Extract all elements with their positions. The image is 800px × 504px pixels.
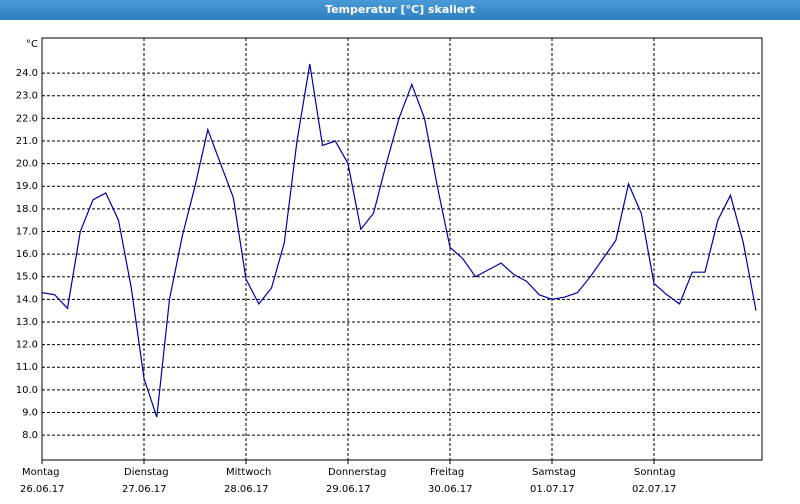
x-tick-label: Donnerstag: [328, 467, 386, 478]
y-tick-label: 19.0: [16, 181, 38, 192]
y-tick-label: 12.0: [16, 340, 38, 351]
x-tick-label: Mittwoch: [226, 467, 271, 478]
y-tick-label: 22.0: [16, 113, 38, 124]
y-tick-label: 13.0: [16, 317, 38, 328]
x-tick-date: 26.06.17: [20, 484, 65, 495]
y-tick-label: 20.0: [16, 159, 38, 170]
y-tick-label: 11.0: [16, 362, 38, 373]
y-tick-label: 16.0: [16, 249, 38, 260]
y-tick-label: 24.0: [16, 68, 38, 79]
x-tick-label: Freitag: [430, 467, 464, 478]
y-tick-label: 14.0: [16, 294, 38, 305]
plot-frame: [41, 37, 763, 461]
background: [0, 20, 800, 500]
x-tick-date: 01.07.17: [530, 484, 575, 495]
x-tick-date: 30.06.17: [428, 484, 473, 495]
x-tick-date: 29.06.17: [326, 484, 371, 495]
y-tick-label: 23.0: [16, 91, 38, 102]
x-tick-date: 27.06.17: [122, 484, 167, 495]
y-tick-label: 9.0: [22, 407, 38, 418]
y-tick-label: 15.0: [16, 272, 38, 283]
x-tick-date: 02.07.17: [632, 484, 677, 495]
y-tick-label: 10.0: [16, 385, 38, 396]
y-axis-label: °C: [26, 39, 38, 50]
y-tick-label: 21.0: [16, 136, 38, 147]
x-tick-label: Samstag: [532, 467, 576, 478]
x-tick-date: 28.06.17: [224, 484, 269, 495]
x-tick-label: Sonntag: [634, 467, 676, 478]
x-tick-label: Dienstag: [124, 467, 169, 478]
x-tick-label: Montag: [22, 467, 59, 478]
y-tick-label: 18.0: [16, 204, 38, 215]
temperature-line: [41, 63, 757, 418]
y-tick-label: 17.0: [16, 226, 38, 237]
chart: °C 8.0 9.0 10.0 11.0 12.0 13.0 14.0 15.0 16.0 17.…: [0, 20, 800, 500]
title-bar: Temperatur [°C] skaliert: [0, 0, 800, 20]
y-tick-label: 8.0: [22, 430, 38, 441]
